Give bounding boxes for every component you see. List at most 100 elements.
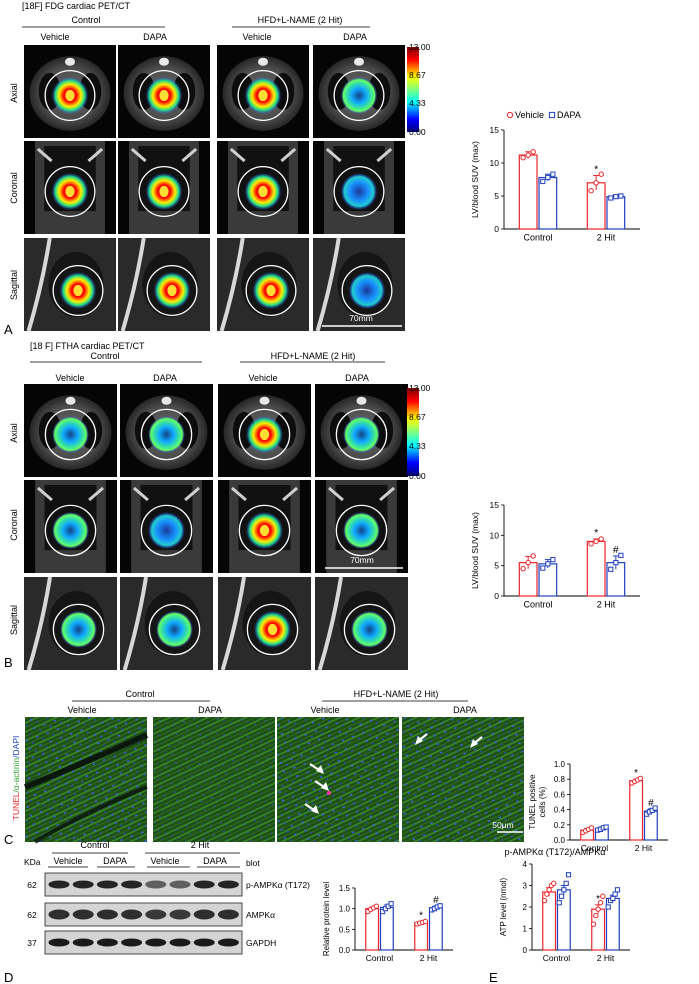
y-tick-label: 15: [490, 500, 500, 510]
significance-marker: #: [613, 544, 619, 556]
data-point: [556, 900, 562, 906]
data-point: [637, 775, 644, 782]
blot-band-3-7: [193, 938, 215, 947]
bar-dapa-2: [428, 907, 443, 951]
blot-band-2-6: [169, 909, 191, 920]
panel-a-col-2: DAPA: [143, 32, 167, 42]
y-tick-label: 0.4: [554, 806, 566, 815]
blot-band-2-5: [145, 909, 167, 920]
panel-c-stain-label: TUNEL/α-actinin/DAPI: [11, 736, 21, 821]
panel-b-row-axial: Axial: [9, 423, 19, 443]
data-point: [593, 180, 599, 186]
panel-a-col-3: Vehicle: [242, 32, 271, 42]
blot-band-2-1: [48, 909, 70, 920]
legend-marker-vehicle: [506, 111, 514, 119]
blot-kda-1: 62: [27, 880, 37, 890]
y-axis-label: LV/blood SUV (max): [470, 512, 480, 589]
y-tick-label: 0: [494, 224, 499, 234]
category-label-1: Control: [581, 843, 609, 853]
panel-b-tile-sagittal-2: [120, 576, 213, 671]
blot-band-3-1: [48, 938, 70, 947]
panel-b-tile-sagittal-4: [315, 576, 408, 671]
data-point: [588, 188, 594, 194]
category-label-1: Control: [366, 953, 394, 963]
panel-c-stain-green: /α-actinin: [11, 758, 21, 793]
y-tick-label: 0.2: [554, 821, 566, 830]
data-point: [588, 825, 595, 831]
panel-b-tile-axial-2: [120, 384, 213, 477]
panel-c-col-3: Vehicle: [310, 705, 339, 715]
panel-b-title: [18 F] FTHA cardiac PET/CT: [30, 341, 145, 351]
panel-c-scalebar-label: 50μm: [492, 820, 513, 830]
category-label-1: Control: [523, 233, 552, 243]
panel-a-tile-coronal-3: [217, 141, 309, 234]
data-point: [613, 560, 619, 566]
y-axis-label-2: cells (%): [538, 786, 547, 817]
data-point: [597, 900, 604, 906]
chart-d: 0.0 0.5 1.0 1.5 Relative protein level Contro…: [322, 882, 453, 963]
panel-c-arrow-d-2: [470, 736, 483, 748]
panel-d-blots: 62 p-AMPKα (T172) 62 AMPKα 37 GAPDH: [27, 872, 310, 955]
y-tick-label: 3: [523, 882, 528, 891]
panel-b-row-sagittal: Sagittal: [9, 605, 19, 635]
panel-c-stain-blue: /DAPI: [11, 736, 21, 758]
panel-b-colorbar: [407, 388, 419, 476]
panel-a-cbar-tick-2: 8.67: [409, 70, 426, 80]
data-point: [561, 887, 567, 893]
data-point: [652, 805, 658, 811]
blot-band-3-3: [96, 938, 118, 947]
panel-c-arrow-3: [304, 803, 319, 814]
data-point: [598, 171, 604, 177]
panel-d-group-control: Control: [80, 840, 109, 850]
panel-b-tile-axial-4: [315, 384, 408, 477]
blot-band-3-5: [145, 938, 167, 947]
data-point: [545, 561, 551, 567]
panel-b-cbar-tick-1: 13.00: [409, 383, 431, 393]
panel-c-tunel-image-2: [153, 717, 275, 842]
panel-a-group-control: Control: [71, 15, 100, 25]
panel-a-letter: A: [4, 322, 13, 337]
blot-row-3: 37 GAPDH: [27, 930, 276, 955]
panel-a-scalebar-label: 70mm: [349, 313, 373, 323]
data-point: [540, 178, 546, 185]
category-label-2: 2 Hit: [597, 600, 616, 610]
blot-row-2: 62 AMPKα: [27, 902, 275, 927]
category-label-2: 2 Hit: [597, 953, 615, 963]
data-point: [603, 824, 609, 830]
panel-c-col-2: DAPA: [198, 705, 222, 715]
data-point: [598, 536, 604, 542]
y-axis-label: ATP level (nmol): [499, 877, 508, 936]
panel-b-tile-sagittal-3: [218, 576, 311, 671]
significance-marker: *: [634, 768, 638, 779]
panel-a-tile-axial-2: [118, 45, 210, 138]
blot-band-1-3: [96, 880, 118, 889]
y-tick-label: 1.0: [339, 905, 351, 914]
chart-d-title: p-AMPKα (T172)/AMPKα: [505, 847, 606, 857]
panel-a-tile-sagittal-2: [118, 237, 210, 332]
panel-a-tile-sagittal-3: [217, 237, 309, 332]
blot-band-2-7: [193, 909, 215, 920]
panel-a-cbar-tick-4: 0.00: [409, 127, 426, 137]
data-point: [563, 880, 569, 886]
data-point: [520, 155, 526, 161]
data-point: [614, 887, 621, 893]
data-point: [558, 893, 565, 899]
data-point: [530, 553, 536, 559]
panel-a-col-1: Vehicle: [40, 32, 69, 42]
panel-c-arrow-2: [314, 780, 329, 791]
data-point: [380, 908, 386, 915]
chart-e: 0 1 2 3 4 ATP level (nmol) Control 2 Hit *: [499, 860, 630, 963]
bar-vehicle-2: [586, 540, 606, 597]
blot-band-3-6: [169, 938, 191, 947]
panel-a-tile-axial-4: [313, 45, 405, 138]
panel-a-image-grid: [24, 45, 405, 332]
panel-b-tile-sagittal-1: [24, 576, 117, 671]
data-point: [618, 193, 624, 199]
y-tick-label: 10: [490, 158, 500, 168]
panel-a-row-sagittal: Sagittal: [9, 270, 19, 300]
panel-b-cbar-tick-4: 0.00: [409, 471, 426, 481]
panel-c-arrow-1: [309, 763, 324, 774]
panel-b: [18 F] FTHA cardiac PET/CT Control HFD+L…: [4, 341, 431, 671]
category-label-1: Control: [543, 953, 571, 963]
panel-b-scalebar-label: 70mm: [350, 555, 374, 565]
